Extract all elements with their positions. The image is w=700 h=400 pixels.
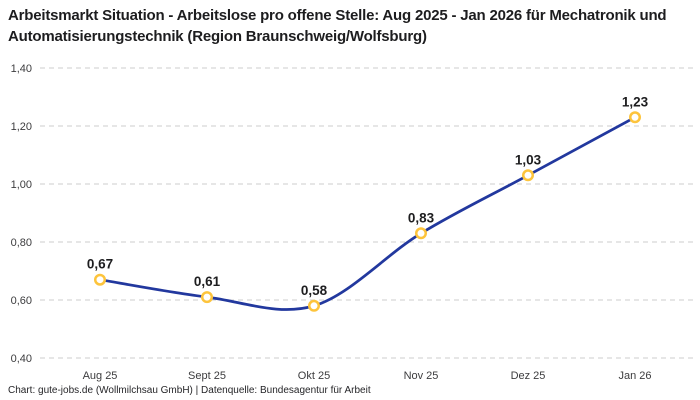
data-point-label: 0,61	[194, 274, 221, 289]
x-tick-label: Okt 25	[298, 370, 330, 382]
y-tick-label: 1,00	[11, 179, 32, 191]
data-point-marker	[629, 111, 641, 124]
data-point-label: 0,83	[408, 210, 435, 225]
data-point-label: 0,67	[87, 257, 113, 272]
y-tick-label: 1,40	[11, 63, 32, 75]
y-tick-label: 0,40	[11, 353, 32, 365]
data-point-marker	[415, 227, 427, 240]
y-tick-label: 1,20	[11, 121, 32, 133]
data-point-label: 1,23	[622, 94, 649, 109]
chart-title: Arbeitsmarkt Situation - Arbeitslose pro…	[8, 7, 667, 45]
y-tick-label: 0,60	[11, 295, 32, 307]
data-point-marker	[308, 299, 320, 312]
data-point-marker	[522, 169, 534, 182]
data-point-label: 0,58	[301, 283, 328, 298]
x-tick-label: Nov 25	[404, 370, 439, 382]
chart-credit: Chart: gute-jobs.de (Wollmilchsau GmbH) …	[8, 385, 371, 396]
y-tick-label: 0,80	[11, 237, 32, 249]
x-tick-label: Aug 25	[83, 370, 118, 382]
x-tick-label: Jan 26	[618, 370, 651, 382]
data-point-marker	[94, 273, 106, 286]
series-line	[98, 115, 637, 311]
data-point-label: 1,03	[515, 152, 542, 167]
data-point-marker	[201, 291, 213, 304]
x-tick-label: Sept 25	[188, 370, 226, 382]
x-tick-label: Dez 25	[511, 370, 546, 382]
